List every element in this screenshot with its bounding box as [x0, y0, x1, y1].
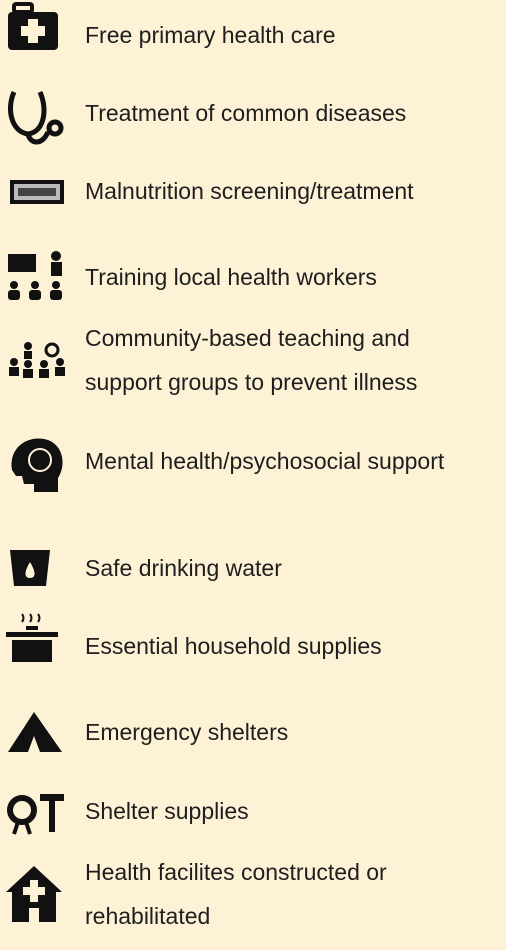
- item-label: Shelter supplies: [85, 798, 249, 824]
- icon-head: [11, 438, 63, 492]
- icon-food-packet: [10, 180, 64, 204]
- item-label: Community-based teaching and: [85, 325, 410, 351]
- icon-medkit: [8, 2, 58, 50]
- icon-water: [10, 550, 50, 586]
- icon-community: [9, 342, 65, 378]
- item-label: Treatment of common diseases: [85, 100, 406, 126]
- icon-stethoscope: [8, 90, 64, 145]
- item-label: Malnutrition screening/treatment: [85, 178, 414, 204]
- icon-pot: [6, 613, 58, 662]
- icon-rope-hammer: [7, 794, 64, 835]
- item-label: Essential household supplies: [85, 633, 382, 659]
- icon-tent: [8, 712, 62, 752]
- item-label: Free primary health care: [85, 22, 336, 48]
- item-label: Emergency shelters: [85, 719, 288, 745]
- item-label: Training local health workers: [85, 264, 377, 290]
- item-label: support groups to prevent illness: [85, 369, 417, 395]
- item-label: Mental health/psychosocial support: [85, 448, 445, 474]
- icon-clinic: [6, 866, 62, 922]
- item-label: rehabilitated: [85, 903, 210, 929]
- icon-training: [8, 251, 62, 300]
- item-label: Health facilites constructed or: [85, 859, 387, 885]
- item-label: Safe drinking water: [85, 555, 282, 581]
